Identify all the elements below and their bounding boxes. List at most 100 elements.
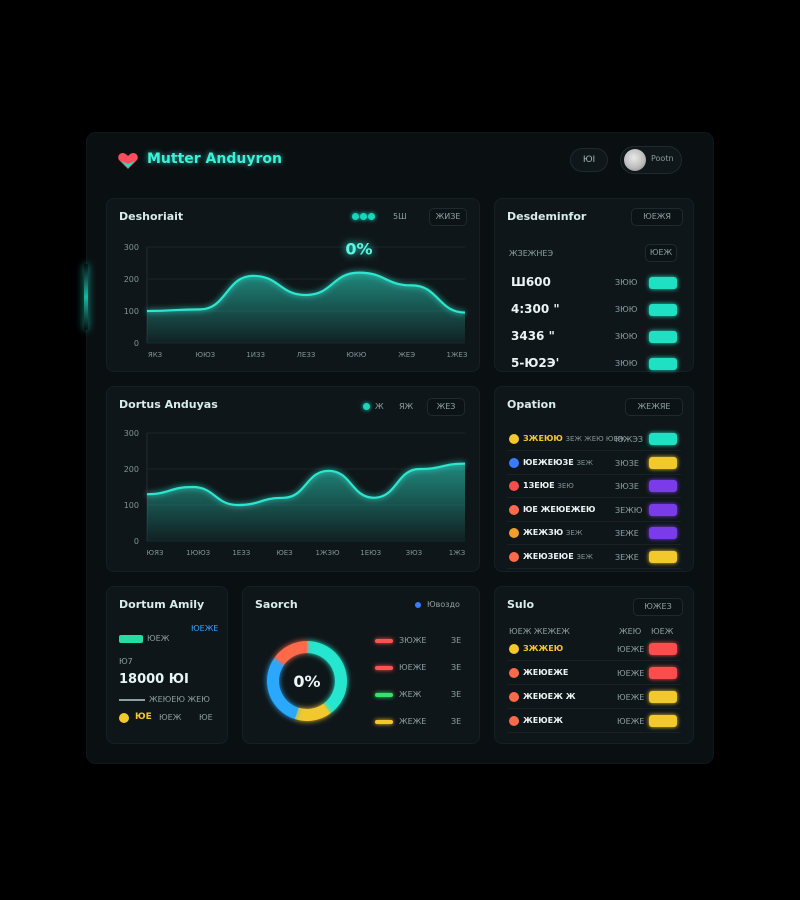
- row-value: 4:300 ": [511, 302, 560, 316]
- legend-swatch: [375, 639, 393, 643]
- status-dot: [360, 213, 367, 220]
- sulo-card: Sulo ЮЖЕЗ ЮЕЖ ЖЕЖЕЖ ЖЕЮ ЮЕЖ ЗЖЖЕЮ ЮЕЖЕ ЖЕЮ…: [494, 586, 694, 744]
- row-divider: [507, 732, 681, 733]
- table-row[interactable]: ЖЕЮЕЖ ЮЕЖЕ: [507, 711, 681, 733]
- status-badge: [649, 456, 677, 469]
- list-item[interactable]: ЖЕЖЗЮ ЗЕЖ ЗЕЖЕ: [507, 523, 681, 545]
- header-button[interactable]: ЮІ: [570, 148, 608, 172]
- x-tick-label: ЮЕЗ: [276, 549, 293, 557]
- row-divider: [507, 473, 681, 475]
- filter-pill[interactable]: ЮЖЕЗ: [633, 598, 683, 616]
- row-icon: [509, 692, 519, 702]
- list-item[interactable]: ЮЕЖЕЮЗЕ ЗЕЖ ЗЮЗЕ: [507, 453, 681, 475]
- row-divider: [507, 567, 681, 569]
- dashboard-chart-card: Deshoriait 5Ш ЖИЗЕ 300 200 100 0 ЯКЗ ЮЮЗ 1ИЗЗ Л…: [106, 198, 480, 372]
- row-divider: [507, 544, 681, 545]
- item-detail: ЗЕЮ: [557, 482, 574, 490]
- status-badge: [649, 691, 677, 703]
- item-icon: [509, 481, 519, 491]
- user-menu[interactable]: Pootn: [620, 146, 682, 174]
- filter-pill[interactable]: ЮЕЖЯ: [631, 208, 683, 226]
- status-badge: [649, 643, 677, 655]
- heart-logo-icon: [118, 153, 138, 169]
- card-link[interactable]: ЮЕЖЕ: [191, 624, 219, 633]
- table-row[interactable]: ЖЕЮЕЖЕ ЮЕЖЕ: [507, 663, 681, 685]
- row-divider: [507, 450, 681, 451]
- x-tick-label: 1ЖЕЗ: [447, 351, 468, 359]
- item-meta: ЗЮЗЕ: [615, 458, 639, 468]
- app-title: Mutter Anduyron: [147, 151, 282, 167]
- row-meta: ЗЮЮ: [615, 332, 638, 341]
- list-item[interactable]: 4:300 " ЗЮЮ: [507, 298, 681, 320]
- column-header: ЮЕЖ: [651, 627, 674, 636]
- donut-chart: 0%: [267, 641, 347, 721]
- y-tick-label: 200: [124, 275, 139, 284]
- bottom-c: ЮЕ: [199, 713, 213, 722]
- legend-label: ЖЕЖ: [399, 690, 422, 699]
- row-name: ЖЕЮЕЖ Ж: [523, 692, 576, 701]
- status-badge: [649, 304, 677, 316]
- label-a: ЮЕЖ: [147, 634, 170, 643]
- item-icon: [509, 528, 519, 538]
- area-fill: [147, 463, 465, 541]
- bottom-a: ЮЕ: [135, 712, 152, 722]
- x-tick-label: 1ЕЗЗ: [232, 549, 250, 557]
- legend-value: ЗЕ: [451, 690, 462, 699]
- list-item[interactable]: 3436 " ЗЮЮ: [507, 325, 681, 347]
- column-pill[interactable]: ЮЕЖ: [645, 244, 677, 262]
- x-tick-label: ЮЮЗ: [196, 351, 216, 359]
- row-meta: ЮЕЖЕ: [617, 693, 645, 702]
- legend-swatch: [375, 666, 393, 670]
- filter-pill[interactable]: ЖЕЖЯЕ: [625, 398, 683, 416]
- status-badge: [649, 550, 677, 563]
- row-icon: [509, 644, 519, 654]
- y-tick-label: 200: [124, 465, 139, 474]
- list-item[interactable]: Ш600 ЗЮЮ: [507, 271, 681, 293]
- x-tick-label: ЯКЗ: [148, 351, 163, 359]
- avatar: [624, 149, 646, 171]
- list-item[interactable]: 1ЗЕЮЕ ЗЕЮ ЗЮЗЕ: [507, 476, 681, 498]
- list-item[interactable]: ЗЖЕЮЮ ЗЕЖ ЖЕЮ ЮЕЖ ЮЖЭЗ: [507, 429, 681, 451]
- card-title: Saorch: [255, 598, 298, 611]
- line-area-chart: 300 200 100 0 ЮЯЗ 1ЮЮЗ 1ЕЗЗ ЮЕЗ 1ЖЗЮ 1ЕЮЗ ЗЮЗ 1ЖЗ: [124, 429, 466, 557]
- donut-slice: [267, 657, 299, 720]
- range-selector[interactable]: ЖЕЗ: [427, 398, 465, 416]
- row-divider: [507, 520, 681, 522]
- value-text: 18000 ЮІ: [119, 672, 189, 687]
- card-title: Desdeminfor: [507, 210, 587, 223]
- item-detail: ЗЕЖ: [576, 552, 593, 561]
- status-badge: [649, 527, 677, 539]
- table-row[interactable]: ЗЖЖЕЮ ЮЕЖЕ: [507, 639, 681, 661]
- list-item[interactable]: 5-Ю2Э' ЗЮЮ: [507, 352, 681, 374]
- column-header: ЮЕЖ ЖЕЖЕЖ: [509, 627, 570, 636]
- table-row[interactable]: ЖЕЮЕЖ Ж ЮЕЖЕ: [507, 687, 681, 709]
- x-tick-label: ЗЮЗ: [406, 549, 423, 557]
- row-value: Ш600: [511, 275, 551, 289]
- legend-value: ЗЕ: [451, 636, 462, 645]
- range-selector[interactable]: ЖИЗЕ: [429, 208, 467, 226]
- list-item[interactable]: ЮЕ ЖЕЮЕЖЕЮ ЗЕЖЮ: [507, 500, 681, 522]
- status-badge: [649, 331, 677, 343]
- check-icon: [119, 713, 129, 723]
- row-value: 3436 ": [511, 329, 555, 343]
- row-name: ЗЖЖЕЮ: [523, 644, 564, 653]
- list-item[interactable]: ЖЕЮЗЕЮЕ ЗЕЖ ЗЕЖЕ: [507, 547, 681, 569]
- row-value: 5-Ю2Э': [511, 356, 560, 370]
- item-name: ЖЕЖЗЮ ЗЕЖ: [523, 528, 583, 537]
- card-pill-label: Ювоздо: [427, 600, 460, 609]
- status-badge: [649, 433, 677, 445]
- item-icon: [509, 434, 519, 444]
- row-meta: ЗЮЮ: [615, 278, 638, 287]
- deschainfor-card: Desdeminfor ЮЕЖЯ ЖЗЕЖНЕЭ ЮЕЖ Ш600 ЗЮЮ 4:30…: [494, 198, 694, 372]
- card-title: Dortum Amily: [119, 598, 205, 611]
- search-card: Saorch Ювоздо 0% ЗЮЖЕ ЗЕ ЮЕЖЕ ЗЕ ЖЕЖ ЗЕ ЖЕЖЕ ЗЕ: [242, 586, 480, 744]
- legend-label: Ж: [375, 402, 384, 411]
- y-tick-label: 0: [134, 339, 139, 348]
- x-tick-label: 1ИЗЗ: [246, 351, 265, 359]
- donut-center-label: 0%: [293, 672, 320, 691]
- legend-label: ЖЕЖЕ: [399, 717, 427, 726]
- status-badge: [649, 503, 677, 516]
- dortum-amily-card: Dortum Amily ЮЕЖЕ ЮЕЖ Ю7 18000 ЮІ ЖЕЮЕЮ …: [106, 586, 228, 744]
- legend-label: ЮЕЖЕ: [399, 663, 427, 672]
- status-badge: [649, 480, 677, 492]
